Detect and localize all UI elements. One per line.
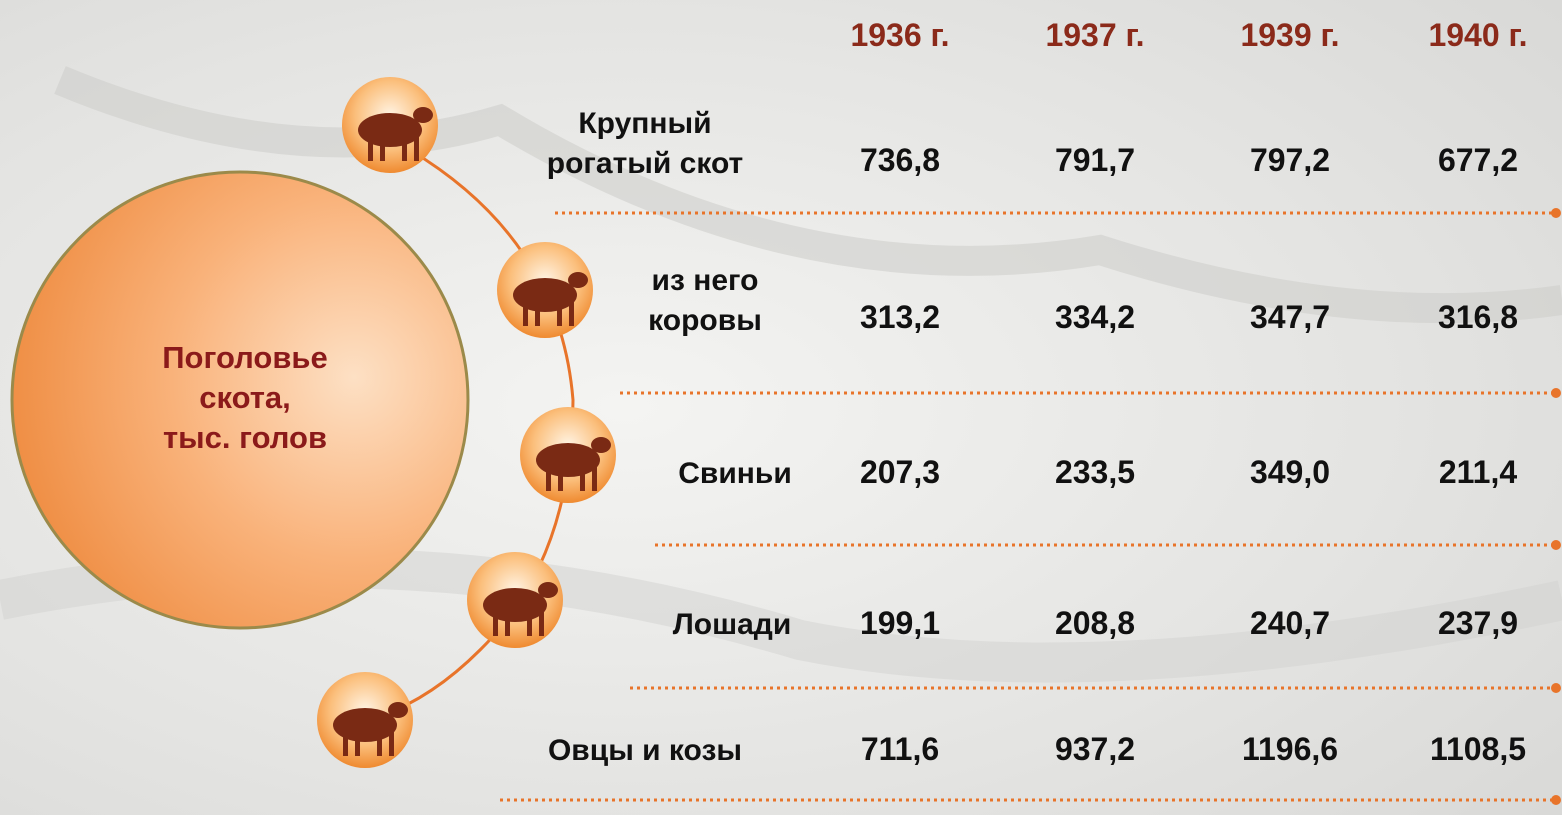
animal-leg [505,612,510,636]
animal-leg [343,732,348,756]
animal-body [513,278,577,312]
animal-leg [414,137,419,161]
animal-leg [546,467,551,491]
separator-dot [1551,795,1561,805]
cell-value: 211,4 [1439,454,1518,490]
animal-head [591,437,611,453]
cell-value: 349,0 [1250,454,1330,490]
row-label: Лошади [673,608,792,641]
animal-leg [377,732,382,756]
animal-body [483,588,547,622]
animal-leg [535,302,540,326]
cell-value: 199,1 [860,605,940,641]
cell-value: 347,7 [1250,299,1330,335]
animal-leg [355,732,360,756]
separator-dot [1551,540,1561,550]
animal-body [333,708,397,742]
cell-value: 1196,6 [1242,731,1338,767]
animal-leg [569,302,574,326]
animal-head [538,582,558,598]
animal-leg [527,612,532,636]
cell-value: 208,8 [1055,605,1135,641]
cell-value: 233,5 [1055,454,1135,490]
cell-value: 677,2 [1438,142,1518,178]
column-header: 1939 г. [1240,17,1339,53]
row-label: Овцы и козы [548,734,742,767]
cell-value: 736,8 [860,142,940,178]
separator-dot [1551,683,1561,693]
cell-value: 791,7 [1055,142,1135,178]
row-label: Свиньи [678,457,792,490]
animal-leg [389,732,394,756]
animal-leg [368,137,373,161]
cell-value: 316,8 [1438,299,1518,335]
animal-body [358,113,422,147]
separator-dot [1551,388,1561,398]
cell-value: 937,2 [1055,731,1135,767]
separator-dot [1551,208,1561,218]
column-header: 1937 г. [1045,17,1144,53]
animal-leg [558,467,563,491]
slide: Поголовьескота,тыс. голов 1936 г.1937 г.… [0,0,1562,815]
animal-leg [523,302,528,326]
animal-leg [493,612,498,636]
cell-value: 334,2 [1055,299,1135,335]
cell-value: 207,3 [860,454,940,490]
animal-head [413,107,433,123]
animal-body [536,443,600,477]
animal-leg [580,467,585,491]
column-header: 1936 г. [850,17,949,53]
animal-leg [402,137,407,161]
animal-leg [539,612,544,636]
cell-value: 313,2 [860,299,940,335]
cell-value: 237,9 [1438,605,1518,641]
animal-leg [557,302,562,326]
animal-leg [380,137,385,161]
animal-head [388,702,408,718]
cell-value: 797,2 [1250,142,1330,178]
cell-value: 711,6 [861,731,939,767]
animal-head [568,272,588,288]
column-header: 1940 г. [1428,17,1527,53]
cell-value: 240,7 [1250,605,1330,641]
animal-leg [592,467,597,491]
cell-value: 1108,5 [1430,731,1526,767]
